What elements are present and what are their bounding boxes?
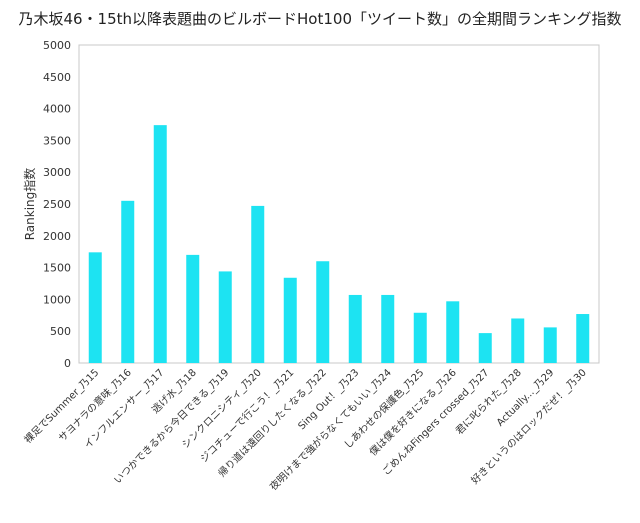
bar	[413, 312, 427, 363]
bar	[218, 271, 232, 363]
bar	[543, 327, 557, 363]
bar	[316, 261, 330, 363]
bar	[186, 254, 200, 363]
bars	[88, 125, 590, 363]
bar	[121, 200, 135, 363]
plot-area	[78, 44, 600, 364]
bar	[348, 294, 362, 363]
bar	[446, 301, 460, 363]
x-tick-label: いつかできるから今日できる_乃19	[111, 366, 231, 486]
x-tick-label: Sing Out！_乃23	[296, 367, 361, 432]
y-tick-label: 5000	[43, 39, 71, 52]
y-tick-label: 1000	[43, 293, 71, 306]
x-tick-label: Actually..._乃29	[495, 367, 556, 428]
y-tick-label: 1500	[43, 262, 71, 275]
bar	[283, 277, 297, 363]
x-axis-ticks: 裸足でSummer_乃15サヨナラの意味_乃16インフルエンサー_乃17逃げ水_…	[21, 366, 589, 493]
y-tick-label: 3500	[43, 134, 71, 147]
y-tick-label: 500	[50, 325, 71, 338]
y-tick-label: 2000	[43, 230, 71, 243]
x-tick-label: 好きというのはロックだぜ！_乃30	[469, 367, 589, 487]
y-axis-label: Ranking指数	[22, 168, 37, 241]
y-tick-label: 3000	[43, 166, 71, 179]
bar	[251, 205, 265, 363]
y-tick-label: 0	[64, 357, 71, 370]
bar	[511, 318, 525, 363]
y-tick-label: 4500	[43, 71, 71, 84]
y-axis-ticks: 0 500 1000 1500 2000 2500 3000 3500 4000 4500 5000	[43, 39, 71, 370]
bar	[381, 294, 395, 363]
bar	[88, 252, 102, 363]
bar	[478, 333, 492, 363]
chart-title: 乃木坂46・15th以降表題曲のビルボードHot100「ツイート数」の全期間ラン…	[18, 10, 622, 28]
bar	[153, 125, 167, 363]
bar	[576, 314, 590, 363]
y-tick-label: 2500	[43, 198, 71, 211]
y-tick-label: 4000	[43, 103, 71, 116]
